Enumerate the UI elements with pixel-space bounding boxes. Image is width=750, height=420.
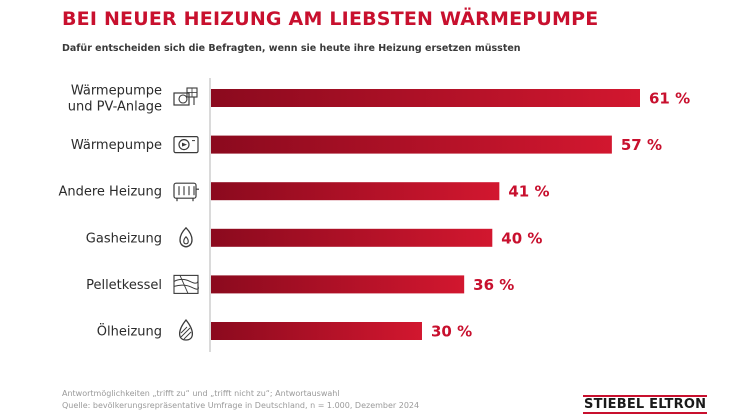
chart-title: BEI NEUER HEIZUNG AM LIEBSTEN WÄRMEPUMPE bbox=[62, 8, 599, 30]
category-label-3: Gasheizung bbox=[86, 231, 162, 246]
bar-0 bbox=[211, 89, 640, 107]
category-label-1: Wärmepumpe bbox=[71, 138, 162, 153]
category-label-4: Pelletkessel bbox=[86, 278, 162, 293]
footnote-answer-options: Antwortmöglichkeiten „trifft zu“ und „tr… bbox=[62, 389, 340, 398]
value-label-4: 36 % bbox=[473, 276, 514, 294]
bar-4 bbox=[211, 275, 465, 294]
value-label-2: 41 % bbox=[508, 183, 549, 201]
brand-logo: STIEBEL ELTRON bbox=[583, 395, 708, 414]
oil-drop-icon bbox=[178, 318, 194, 341]
heat-pump-icon bbox=[173, 136, 199, 154]
footnote-source: Quelle: bevölkerungsrepräsentative Umfra… bbox=[62, 401, 420, 410]
gas-flame-icon bbox=[179, 226, 193, 248]
pellet-wood-icon bbox=[173, 274, 199, 294]
category-label-2: Andere Heizung bbox=[58, 185, 162, 200]
value-label-5: 30 % bbox=[431, 323, 472, 341]
value-label-3: 40 % bbox=[501, 229, 542, 247]
bar-2 bbox=[211, 182, 500, 201]
bar-1 bbox=[211, 135, 612, 154]
bar-5 bbox=[211, 322, 422, 340]
heat-pump-solar-icon bbox=[173, 87, 198, 106]
bar-3 bbox=[211, 228, 493, 247]
category-label-0: Wärmepumpe und PV-Anlage bbox=[68, 84, 162, 115]
category-label-5: Ölheizung bbox=[97, 323, 162, 340]
value-label-1: 57 % bbox=[621, 136, 662, 154]
chart-subtitle: Dafür entscheiden sich die Befragten, we… bbox=[62, 43, 521, 54]
value-label-0: 61 % bbox=[649, 90, 690, 108]
radiator-icon bbox=[173, 182, 199, 202]
